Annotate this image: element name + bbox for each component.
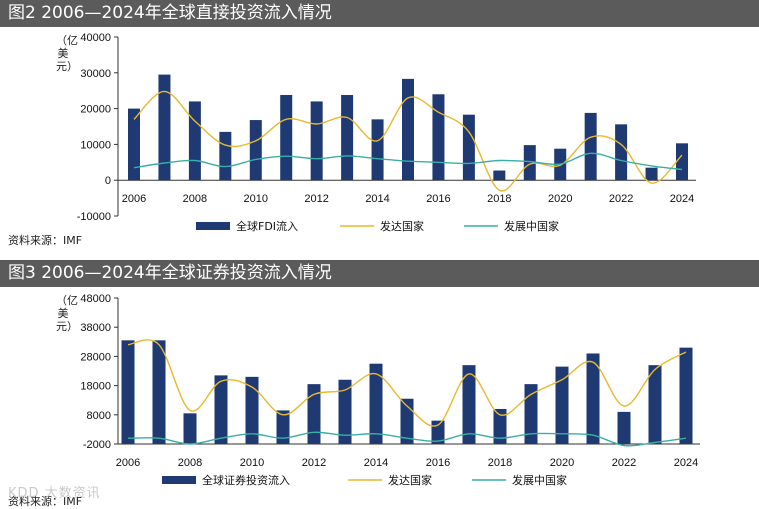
bar-2024 [679, 347, 693, 444]
x-tick-label: 2016 [426, 193, 450, 205]
bar-2016 [432, 94, 445, 181]
legend-swatch-bar [162, 476, 196, 484]
y-tick-label: -2000 [83, 439, 111, 451]
chart-1-source: 资料来源：IMF [8, 234, 83, 247]
bar-2007 [158, 74, 171, 181]
y-tick-label: 38000 [80, 322, 111, 334]
bar-2007 [152, 340, 166, 444]
y-tick-label: 18000 [80, 381, 111, 393]
x-tick-label: 2022 [609, 193, 633, 205]
bar-2014 [371, 119, 384, 181]
bar-2009 [219, 131, 232, 181]
bar-2024 [676, 143, 688, 181]
bar-2022 [615, 124, 628, 181]
bar-2023 [648, 365, 662, 444]
y-tick-label: 40000 [80, 32, 111, 44]
legend-label: 发达国家 [380, 219, 424, 233]
bar-2017 [462, 114, 475, 181]
watermark: KDD 大数资讯 [8, 486, 101, 501]
chart-2-source: 资料来源：IMF [8, 495, 83, 508]
y-tick-label: 10000 [80, 139, 111, 151]
x-tick-label: 2012 [302, 457, 326, 469]
x-tick-label: 2006 [122, 193, 146, 205]
bar-2012 [307, 384, 321, 444]
line-developed [133, 90, 683, 192]
y-tick-label: 48000 [80, 293, 111, 305]
bar-2008 [183, 413, 197, 444]
bar-2006 [128, 108, 140, 181]
bar-2008 [188, 101, 201, 181]
bar-2019 [523, 145, 536, 181]
line-developing [127, 431, 687, 447]
bar-2017 [462, 365, 476, 444]
bar-2013 [341, 94, 354, 181]
bar-2006 [121, 340, 135, 444]
bar-2019 [524, 384, 538, 444]
bar-2018 [493, 170, 506, 181]
chart-2-title: 图3 2006—2024年全球证券投资流入情况 [0, 260, 759, 287]
bar-2011 [280, 94, 293, 181]
legend-swatch-bar [196, 222, 230, 230]
x-tick-label: 2010 [244, 193, 268, 205]
bar-2012 [310, 101, 323, 181]
x-tick-label: 2006 [116, 457, 140, 469]
legend-label: 全球证券投资流入 [202, 473, 290, 487]
bar-2021 [586, 353, 600, 444]
y-tick-label: 28000 [80, 351, 111, 363]
bar-2015 [400, 398, 414, 444]
x-tick-label: 2020 [548, 193, 572, 205]
x-tick-label: 2024 [674, 457, 698, 469]
bar-2023 [645, 167, 658, 181]
bar-2022 [617, 411, 631, 444]
x-tick-label: 2022 [612, 457, 636, 469]
bar-2010 [249, 120, 262, 181]
line-developed [127, 339, 687, 427]
x-tick-label: 2016 [426, 457, 450, 469]
legend-label: 发展中国家 [512, 473, 567, 487]
bar-2014 [369, 363, 383, 444]
y-tick-label: 8000 [87, 410, 111, 422]
x-tick-label: 2008 [178, 457, 202, 469]
chart-1-fdi: -10000 0 10000 20000 30000 40000 2006 2008 2010 2… [77, 32, 696, 233]
y-tick-label: -10000 [77, 211, 111, 223]
x-tick-label: 2012 [304, 193, 328, 205]
bar-2011 [276, 410, 290, 444]
chart-1-title: 图2 2006—2024年全球直接投资流入情况 [0, 0, 759, 27]
legend-label: 发达国家 [388, 473, 432, 487]
x-tick-label: 2008 [183, 193, 207, 205]
bar-2021 [584, 112, 597, 181]
bar-2009 [214, 375, 228, 444]
bar-2013 [338, 379, 352, 444]
bar-2010 [245, 376, 259, 444]
y-tick-label: 20000 [80, 104, 111, 116]
y-tick-label: 30000 [80, 68, 111, 80]
x-tick-label: 2010 [240, 457, 264, 469]
bar-2015 [402, 78, 414, 181]
x-tick-label: 2018 [487, 193, 511, 205]
x-tick-label: 2014 [365, 193, 389, 205]
x-tick-label: 2024 [670, 193, 694, 205]
y-tick-label: 0 [105, 175, 111, 187]
legend-label: 发展中国家 [504, 219, 559, 233]
line-developing [133, 152, 683, 171]
bar-2018 [493, 408, 507, 444]
legend-label: 全球FDI流入 [236, 219, 298, 233]
x-tick-label: 2018 [488, 457, 512, 469]
x-tick-label: 2014 [364, 457, 388, 469]
chart-2-portfolio: -2000 8000 18000 28000 38000 48000 2006 2008 201… [80, 293, 700, 487]
bar-2020 [555, 366, 569, 444]
x-tick-label: 2020 [550, 457, 574, 469]
